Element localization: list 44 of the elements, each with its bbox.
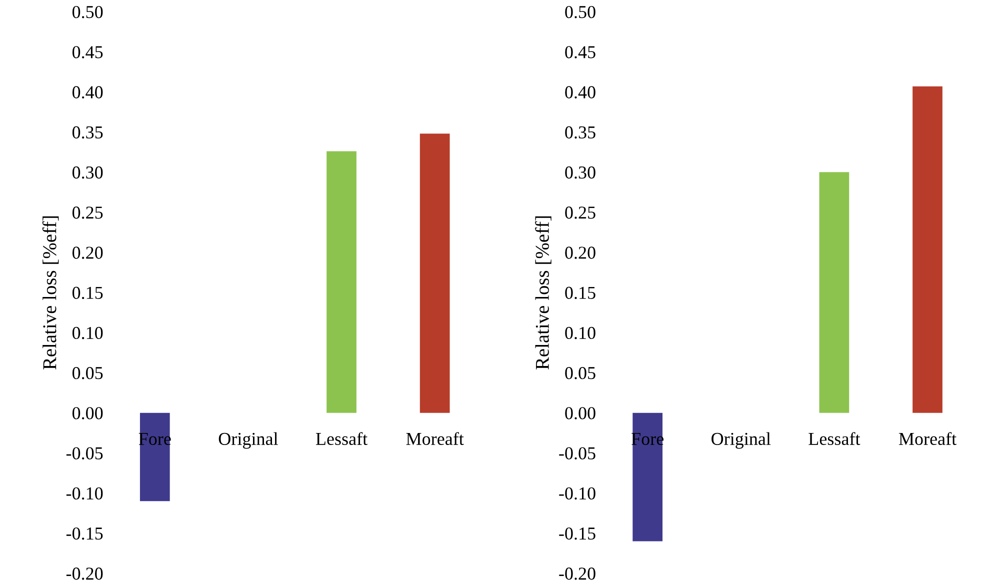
y-tick-label: 0.40 xyxy=(72,86,103,98)
y-tick-label: 0.30 xyxy=(565,166,596,179)
y-axis-title: Relative loss [%eff] xyxy=(535,216,552,370)
y-tick-label: 0.10 xyxy=(72,326,103,340)
y-tick-label: 0.30 xyxy=(72,166,103,179)
y-tick-label: 0.15 xyxy=(72,286,103,300)
bar xyxy=(140,412,170,502)
x-tick-label: Moreaft xyxy=(406,432,464,445)
y-tick-label: -0.15 xyxy=(559,527,596,540)
y-tick-label: -0.05 xyxy=(66,447,103,460)
y-tick-label: 0.20 xyxy=(565,246,596,259)
x-tick-label: Lessaft xyxy=(808,432,860,445)
y-tick-label: -0.05 xyxy=(559,447,596,460)
bar xyxy=(326,151,356,413)
y-axis-title: Relative loss [%eff] xyxy=(42,216,59,370)
y-tick-label: 0.35 xyxy=(565,126,596,139)
y-tick-label: 0.10 xyxy=(565,326,596,340)
y-tick-label: 0.45 xyxy=(565,46,596,58)
y-tick-label: -0.20 xyxy=(559,568,596,580)
y-tick-label: 0.00 xyxy=(72,407,103,420)
y-tick-label: 0.05 xyxy=(565,366,596,380)
y-tick-label: -0.15 xyxy=(66,527,103,540)
y-tick-label: -0.10 xyxy=(66,487,103,500)
y-tick-label: 0.15 xyxy=(565,286,596,300)
bar xyxy=(912,86,942,413)
x-tick-label: Lessaft xyxy=(316,432,368,445)
y-tick-label: 0.25 xyxy=(72,206,103,219)
bar xyxy=(632,412,663,542)
y-tick-label: 0.25 xyxy=(565,206,596,219)
y-tick-label: 0.45 xyxy=(72,46,103,58)
y-tick-label: -0.20 xyxy=(66,568,103,580)
y-tick-label: 0.50 xyxy=(565,6,596,18)
y-tick-label: 0.50 xyxy=(72,6,103,18)
bar xyxy=(420,134,450,413)
y-tick-label: 0.40 xyxy=(565,86,596,98)
y-tick-label: 0.05 xyxy=(72,366,103,380)
y-tick-label: -0.10 xyxy=(559,487,596,500)
x-tick-label: Original xyxy=(218,432,278,449)
bar xyxy=(819,172,850,413)
x-tick-label: Moreaft xyxy=(898,432,956,445)
y-tick-label: 0.35 xyxy=(72,126,103,139)
y-tick-label: 0.20 xyxy=(72,246,103,259)
x-tick-label: Original xyxy=(712,432,771,449)
y-tick-label: 0.00 xyxy=(565,407,596,420)
